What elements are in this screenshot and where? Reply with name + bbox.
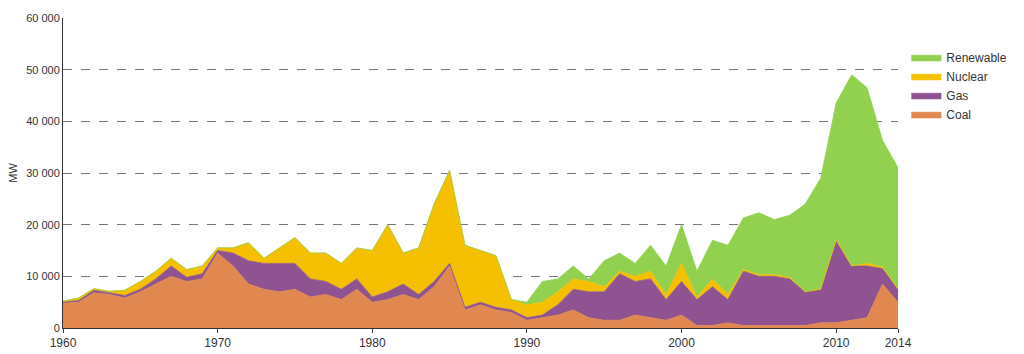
svg-text:40 000: 40 000 <box>26 115 60 127</box>
svg-text:1960: 1960 <box>50 336 77 350</box>
svg-text:2014: 2014 <box>885 336 912 350</box>
svg-text:10 000: 10 000 <box>26 270 60 282</box>
svg-text:1970: 1970 <box>204 336 231 350</box>
svg-text:Nuclear: Nuclear <box>946 70 987 84</box>
svg-text:0: 0 <box>54 322 60 334</box>
svg-text:MW: MW <box>7 163 19 183</box>
svg-text:30 000: 30 000 <box>26 167 60 179</box>
svg-text:Renewable: Renewable <box>946 51 1006 65</box>
svg-text:2000: 2000 <box>668 336 695 350</box>
svg-text:2010: 2010 <box>823 336 850 350</box>
svg-text:1980: 1980 <box>359 336 386 350</box>
svg-text:20 000: 20 000 <box>26 219 60 231</box>
svg-text:Gas: Gas <box>946 89 968 103</box>
svg-text:60 000: 60 000 <box>26 12 60 24</box>
svg-text:Coal: Coal <box>946 108 971 122</box>
svg-text:50 000: 50 000 <box>26 64 60 76</box>
svg-text:1990: 1990 <box>514 336 541 350</box>
